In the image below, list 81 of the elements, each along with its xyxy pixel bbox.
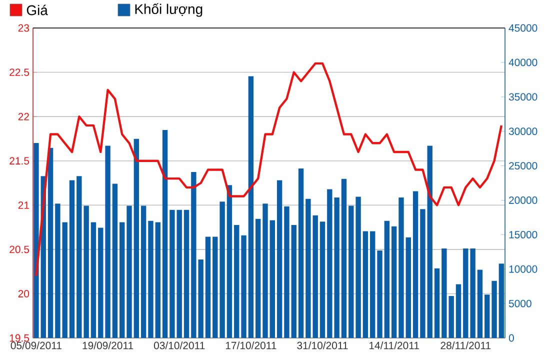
y2-tick-label: 40000 bbox=[508, 58, 538, 66]
y2-tick-label: 45000 bbox=[508, 24, 538, 32]
bar bbox=[484, 294, 490, 338]
bar bbox=[69, 180, 75, 338]
bar bbox=[377, 250, 382, 338]
y-tick-label: 22.5 bbox=[10, 68, 30, 76]
bar bbox=[205, 236, 211, 338]
x-tick-label: 17/10/2011 bbox=[226, 342, 276, 350]
y2-tick-label: 0 bbox=[508, 334, 514, 342]
bar bbox=[463, 248, 468, 338]
bar bbox=[234, 225, 240, 338]
x-tick-label: 14/11/2011 bbox=[369, 342, 419, 350]
bar bbox=[48, 148, 54, 338]
bar bbox=[356, 196, 361, 338]
bar bbox=[34, 143, 39, 338]
bar bbox=[112, 184, 118, 338]
y-tick-label: 23 bbox=[18, 24, 30, 32]
bar bbox=[220, 202, 225, 338]
bar bbox=[434, 268, 440, 338]
bar bbox=[126, 206, 132, 338]
bar bbox=[270, 220, 276, 338]
legend-label: Giá bbox=[26, 4, 48, 16]
y2-tick-label: 5000 bbox=[508, 300, 532, 308]
bar bbox=[184, 210, 190, 338]
y-tick-label: 22 bbox=[18, 112, 29, 120]
x-tick-label: 28/11/2011 bbox=[440, 342, 491, 350]
x-tick-label: 03/10/2011 bbox=[154, 342, 205, 350]
bar bbox=[176, 210, 182, 338]
bar bbox=[148, 220, 154, 338]
bar bbox=[140, 206, 146, 338]
bar bbox=[492, 280, 497, 338]
y-tick-label: 20.5 bbox=[10, 246, 30, 254]
bar bbox=[370, 231, 376, 338]
bar bbox=[90, 222, 96, 338]
bar bbox=[420, 209, 426, 338]
x-tick-label: 19/09/2011 bbox=[82, 342, 134, 350]
bar bbox=[398, 197, 404, 338]
bar bbox=[406, 237, 411, 338]
bar bbox=[384, 220, 390, 338]
y2-tick-label: 35000 bbox=[508, 93, 538, 101]
x-tick-label: 05/09/2011 bbox=[10, 342, 62, 350]
bar bbox=[212, 236, 218, 338]
bar bbox=[341, 178, 347, 338]
bar bbox=[362, 231, 368, 338]
y2-tick-label: 30000 bbox=[508, 128, 538, 136]
bar bbox=[62, 222, 68, 338]
legend-label: Khối lượng bbox=[135, 3, 202, 17]
bar bbox=[98, 228, 104, 338]
bar bbox=[262, 204, 268, 338]
bar bbox=[427, 146, 432, 338]
bar bbox=[412, 191, 418, 338]
bar bbox=[155, 222, 160, 338]
y-tick-label: 19.5 bbox=[10, 334, 30, 342]
bar bbox=[170, 210, 175, 338]
bar bbox=[241, 235, 246, 338]
bar bbox=[284, 206, 290, 338]
bar bbox=[320, 222, 326, 338]
y-tick-label: 20 bbox=[18, 290, 30, 298]
bar bbox=[255, 218, 261, 338]
y2-tick-label: 20000 bbox=[509, 196, 538, 204]
y2-tick-label: 10000 bbox=[509, 265, 538, 273]
bar bbox=[291, 225, 296, 338]
bar bbox=[456, 284, 462, 338]
bar bbox=[226, 185, 232, 338]
bar bbox=[134, 138, 140, 338]
y-tick-label: 21 bbox=[18, 202, 29, 209]
bar bbox=[477, 270, 483, 338]
bar bbox=[470, 248, 476, 338]
bar bbox=[55, 204, 60, 338]
x-tick-label: 31/10/2011 bbox=[297, 342, 348, 350]
bar bbox=[298, 168, 304, 338]
bar bbox=[348, 206, 354, 338]
bar bbox=[391, 226, 397, 338]
bar bbox=[276, 180, 282, 338]
bar bbox=[162, 130, 168, 338]
y2-tick-label: 15000 bbox=[509, 230, 538, 238]
bar bbox=[105, 146, 110, 338]
bar bbox=[120, 222, 125, 338]
y-tick-label: 21.5 bbox=[10, 157, 30, 165]
bar bbox=[248, 76, 254, 338]
y2-tick-label: 25000 bbox=[509, 162, 538, 170]
